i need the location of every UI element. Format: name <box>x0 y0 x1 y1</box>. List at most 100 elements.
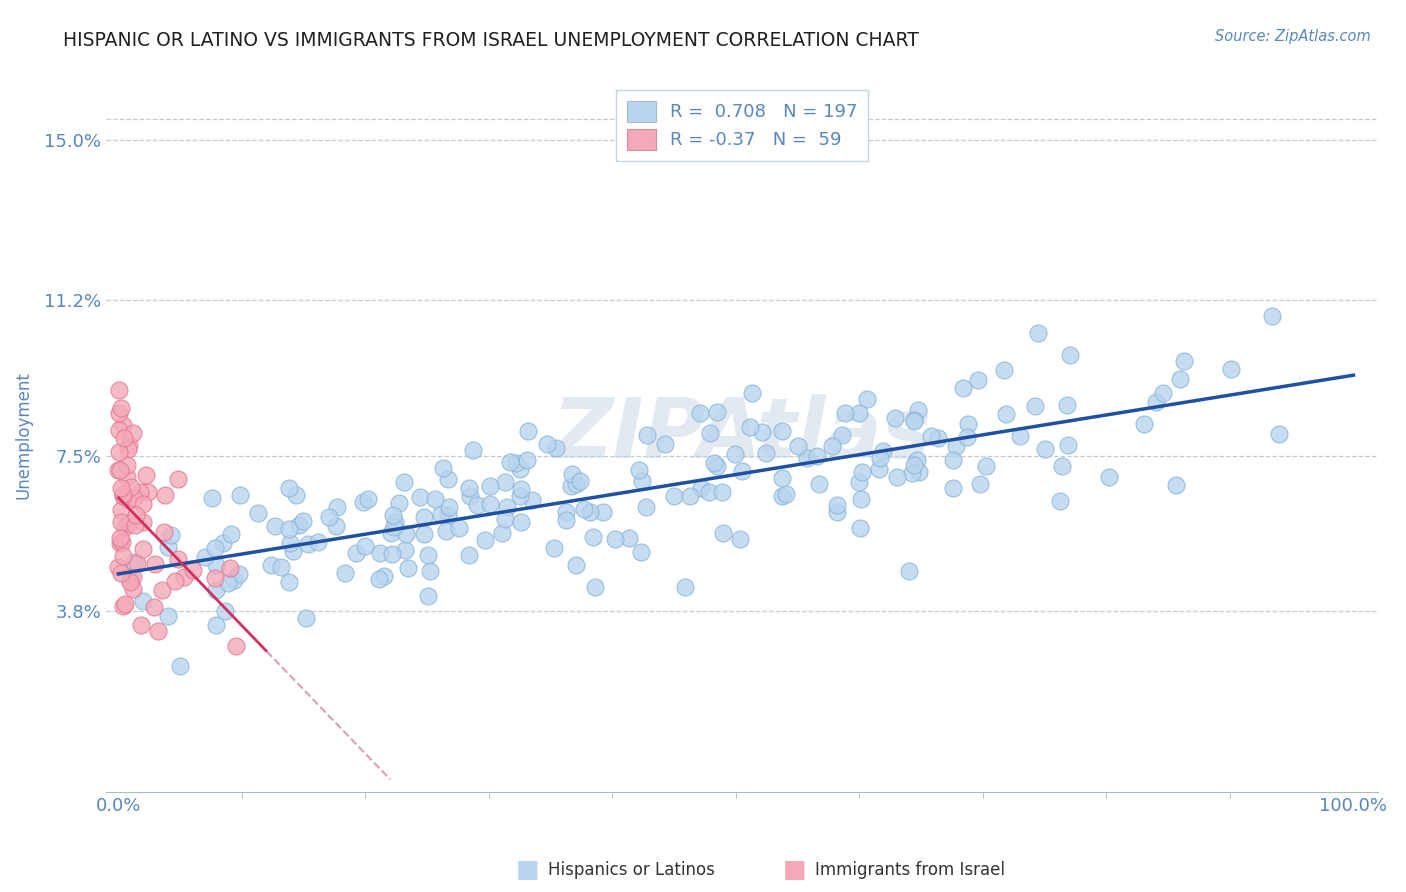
Point <box>706 458 728 473</box>
Point <box>112 431 135 445</box>
Point <box>219 526 242 541</box>
Point <box>849 520 872 534</box>
Point <box>380 526 402 541</box>
Point <box>111 535 134 549</box>
Point <box>849 491 872 506</box>
Point <box>536 437 558 451</box>
Point <box>479 479 502 493</box>
Point <box>569 475 592 489</box>
Point <box>110 401 132 416</box>
Point <box>117 492 139 507</box>
Point <box>204 541 226 556</box>
Text: Hispanics or Latinos: Hispanics or Latinos <box>548 861 716 879</box>
Point <box>516 453 538 467</box>
Point <box>432 461 454 475</box>
Point <box>108 407 131 421</box>
Point <box>546 442 568 456</box>
Point <box>1133 417 1156 431</box>
Point <box>634 500 657 515</box>
Point <box>132 498 155 512</box>
Point <box>384 516 406 530</box>
Point <box>423 491 446 506</box>
Point <box>945 439 967 453</box>
Point <box>583 580 606 594</box>
Point <box>169 658 191 673</box>
Point <box>131 594 153 608</box>
Point <box>565 476 588 491</box>
Point <box>1097 470 1119 484</box>
Point <box>543 541 565 555</box>
Point <box>697 485 720 500</box>
Point <box>516 424 538 438</box>
Point <box>107 463 129 477</box>
Point <box>219 561 242 575</box>
Point <box>160 528 183 542</box>
Point <box>115 458 138 472</box>
Point <box>1059 347 1081 361</box>
Point <box>465 499 488 513</box>
Point <box>200 491 222 506</box>
Point <box>825 498 848 512</box>
Point <box>107 384 129 398</box>
Point <box>520 492 543 507</box>
Point <box>654 437 676 451</box>
Point <box>555 513 578 527</box>
Point <box>143 557 166 571</box>
Point <box>1268 426 1291 441</box>
Point <box>394 542 416 557</box>
Point <box>1164 478 1187 492</box>
Point <box>153 488 176 502</box>
Point <box>994 407 1017 421</box>
Point <box>770 489 793 503</box>
Point <box>368 572 391 586</box>
Point <box>706 405 728 419</box>
Point <box>125 508 148 522</box>
Point <box>966 373 988 387</box>
Point <box>307 534 329 549</box>
Point <box>111 599 134 613</box>
Point <box>565 558 588 573</box>
Point <box>974 458 997 473</box>
Point <box>412 527 434 541</box>
Point <box>905 453 928 467</box>
Point <box>287 517 309 532</box>
Point <box>409 490 432 504</box>
Point <box>457 549 479 563</box>
Point <box>578 505 600 519</box>
Point <box>111 489 134 503</box>
Point <box>194 549 217 564</box>
Point <box>335 566 357 581</box>
Point <box>699 425 721 440</box>
Point <box>903 414 925 428</box>
Point <box>942 482 965 496</box>
Point <box>499 455 522 469</box>
Point <box>277 481 299 495</box>
Point <box>132 515 155 529</box>
Point <box>711 526 734 541</box>
Point <box>630 545 652 559</box>
Point <box>1024 399 1046 413</box>
Point <box>510 482 533 496</box>
Point <box>277 522 299 536</box>
Point <box>121 582 143 596</box>
Point <box>152 525 174 540</box>
Y-axis label: Unemployment: Unemployment <box>15 371 32 499</box>
Point <box>903 413 925 427</box>
Point <box>118 516 141 530</box>
Point <box>741 386 763 401</box>
Point <box>808 477 831 491</box>
Point <box>821 439 844 453</box>
Point <box>127 556 149 570</box>
Point <box>295 611 318 625</box>
Point <box>156 541 179 555</box>
Point <box>111 549 134 564</box>
Point <box>173 570 195 584</box>
Point <box>831 428 853 442</box>
Point <box>167 552 190 566</box>
Point <box>285 488 308 502</box>
Point <box>509 461 531 475</box>
Point <box>136 484 159 499</box>
Point <box>673 580 696 594</box>
Point <box>901 467 924 481</box>
Point <box>281 543 304 558</box>
